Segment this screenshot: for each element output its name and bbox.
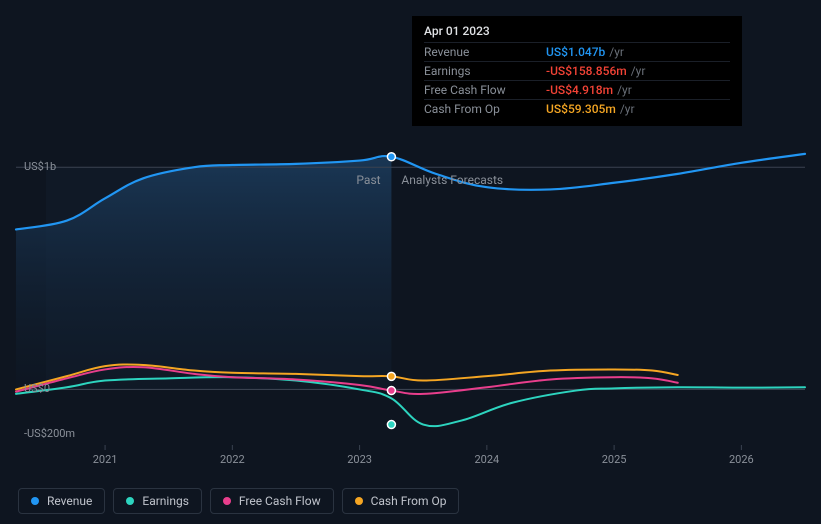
tooltip-row-label: Free Cash Flow: [424, 83, 534, 97]
y-tick-label: US$0: [24, 382, 50, 395]
tooltip-row-value: US$59.305m: [546, 102, 616, 116]
tooltip-row: Revenue US$1.047b/yr: [424, 42, 730, 61]
tooltip-row-suffix: /yr: [609, 45, 624, 59]
tooltip-row: Free Cash Flow -US$4.918m/yr: [424, 80, 730, 99]
x-tick-label: 2025: [602, 453, 627, 466]
tooltip-row-label: Revenue: [424, 45, 534, 59]
x-tick-label: 2024: [474, 453, 499, 466]
legend-label: Cash From Op: [371, 494, 447, 508]
x-tick-label: 2023: [347, 453, 372, 466]
x-tick-label: 2021: [93, 453, 118, 466]
x-tick-label: 2026: [729, 453, 754, 466]
tooltip-row: Earnings -US$158.856m/yr: [424, 61, 730, 80]
legend-item-free-cash-flow[interactable]: Free Cash Flow: [210, 488, 334, 514]
past-label: Past: [356, 173, 380, 187]
tooltip-row-label: Earnings: [424, 64, 534, 78]
legend-label: Earnings: [142, 494, 189, 508]
legend-dot-icon: [223, 497, 231, 505]
tooltip-row-suffix: /yr: [631, 64, 646, 78]
tooltip-row-label: Cash From Op: [424, 102, 534, 116]
tooltip-row-value: -US$158.856m: [546, 64, 627, 78]
chart-tooltip: Apr 01 2023 Revenue US$1.047b/yr Earnings-…: [412, 16, 742, 126]
tooltip-row: Cash From Op US$59.305m/yr: [424, 99, 730, 118]
tooltip-row-suffix: /yr: [617, 83, 632, 97]
legend-item-cash-from-op[interactable]: Cash From Op: [342, 488, 460, 514]
chart-legend: Revenue Earnings Free Cash Flow Cash From O…: [18, 488, 459, 514]
legend-label: Free Cash Flow: [239, 494, 321, 508]
y-tick-label: -US$200m: [24, 427, 75, 440]
legend-dot-icon: [126, 497, 134, 505]
tooltip-row-suffix: /yr: [620, 102, 635, 116]
legend-dot-icon: [355, 497, 363, 505]
legend-label: Revenue: [47, 494, 92, 508]
x-tick-label: 2022: [220, 453, 245, 466]
tooltip-date: Apr 01 2023: [424, 24, 730, 38]
y-tick-label: US$1b: [24, 160, 56, 173]
financial-chart: Past Analysts Forecasts US$0 US$1b -US$200…: [0, 0, 821, 524]
tooltip-row-value: -US$4.918m: [546, 83, 613, 97]
forecast-label: Analysts Forecasts: [401, 173, 503, 187]
tooltip-row-value: US$1.047b: [546, 45, 605, 59]
legend-item-revenue[interactable]: Revenue: [18, 488, 105, 514]
legend-item-earnings[interactable]: Earnings: [113, 488, 202, 514]
legend-dot-icon: [31, 497, 39, 505]
